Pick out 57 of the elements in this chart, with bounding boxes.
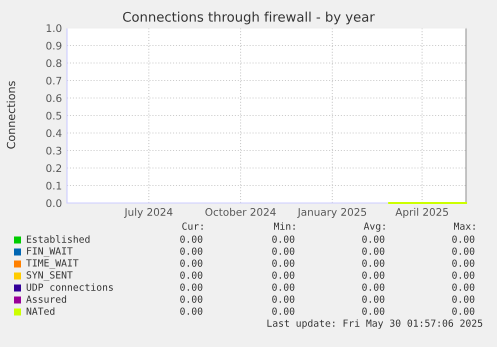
text: Avg:: [364, 222, 385, 232]
text: 0.00: [272, 283, 294, 291]
text: 0.00: [452, 295, 474, 303]
text: 0.00: [362, 307, 384, 315]
text: 0.00: [180, 259, 202, 267]
text: Max:: [454, 222, 475, 230]
y-tick-label: 0.0: [46, 199, 62, 208]
text: 0.00: [452, 235, 474, 243]
text: 0.00: [180, 235, 202, 243]
text: 0.00: [362, 259, 384, 267]
text: Last update: Fri May 30 01:57:06 2025: [267, 319, 482, 329]
y-tick-label: 0.6: [46, 94, 62, 102]
text: 0.00: [362, 235, 384, 243]
text: 0.00: [452, 271, 474, 279]
y-tick-label: 1.0: [46, 24, 62, 32]
text: 0.00: [180, 283, 202, 291]
y-axis-title: Connections: [6, 81, 16, 149]
text: 0.00: [362, 295, 384, 303]
text: 0.00: [362, 247, 384, 255]
text: 0.00: [180, 271, 202, 279]
y-tick-label: 0.8: [46, 59, 62, 68]
legend-label: Established: [26, 235, 90, 243]
text: 0.00: [272, 295, 294, 303]
x-tick-label: October 2024: [205, 208, 276, 216]
text: 0.00: [272, 307, 294, 315]
text: 0.00: [452, 247, 474, 255]
text: Min:: [274, 222, 295, 230]
text: 0.00: [452, 283, 474, 291]
y-tick-label: 0.7: [46, 76, 62, 85]
text: 0.00: [272, 259, 294, 267]
text: 0.00: [180, 307, 202, 315]
text: 0.00: [180, 247, 202, 255]
text: 0.00: [362, 271, 384, 279]
text: 0.00: [180, 295, 202, 303]
y-tick-label: 0.2: [46, 164, 62, 172]
text: 0.00: [452, 259, 474, 267]
x-tick-label: April 2025: [395, 208, 448, 218]
x-tick-label: January 2025: [297, 208, 366, 218]
legend-label: SYN_SENT: [26, 271, 73, 281]
legend-label: Assured: [26, 295, 66, 303]
text: 0.00: [272, 235, 294, 243]
chart-title: Connections through firewall - by year: [123, 12, 375, 24]
y-tick-label: 0.3: [46, 146, 62, 155]
legend-label: UDP connections: [26, 283, 113, 291]
legend-label: NATed: [26, 307, 54, 315]
y-tick-label: 0.1: [46, 182, 62, 190]
legend-label: TIME_WAIT: [26, 259, 78, 269]
y-tick-label: 0.4: [46, 129, 62, 138]
text: 0.00: [272, 247, 294, 255]
text: 0.00: [452, 307, 474, 315]
legend-label: FIN_WAIT: [27, 247, 73, 257]
text: Cur:: [182, 222, 203, 230]
y-tick-label: 0.5: [46, 112, 62, 120]
y-tick-label: 0.9: [46, 42, 62, 50]
text: 0.00: [362, 283, 384, 291]
text: 0.00: [272, 271, 294, 279]
x-tick-label: July 2024: [124, 208, 172, 218]
